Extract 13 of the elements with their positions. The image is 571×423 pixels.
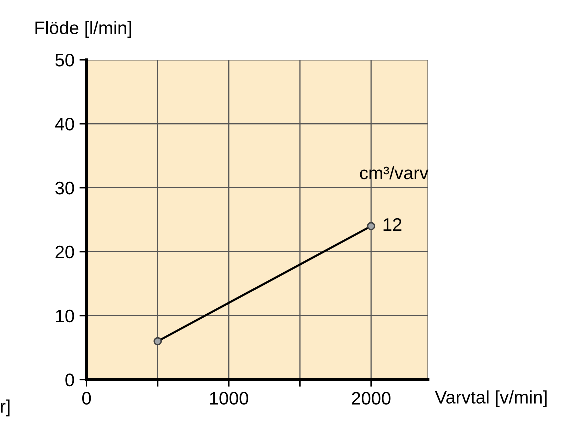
y-tick-label: 20	[56, 246, 74, 259]
x-tick-label: 0	[82, 392, 92, 405]
y-tick-label: 50	[56, 54, 74, 67]
y-tick-label: 40	[55, 118, 74, 131]
y-axis-title: Flöde [l/min]	[36, 21, 132, 38]
x-tick-label: 1000	[210, 392, 248, 405]
y-tick-label: 0	[66, 374, 74, 387]
annotation: 12	[384, 218, 402, 232]
x-axis-title: Varvtal [v/min]	[435, 390, 547, 408]
x-tick-label: 2000	[352, 392, 391, 405]
text: r]	[1, 400, 10, 417]
y-tick-label: 10	[56, 310, 74, 323]
y-tick-label: 30	[56, 182, 74, 195]
